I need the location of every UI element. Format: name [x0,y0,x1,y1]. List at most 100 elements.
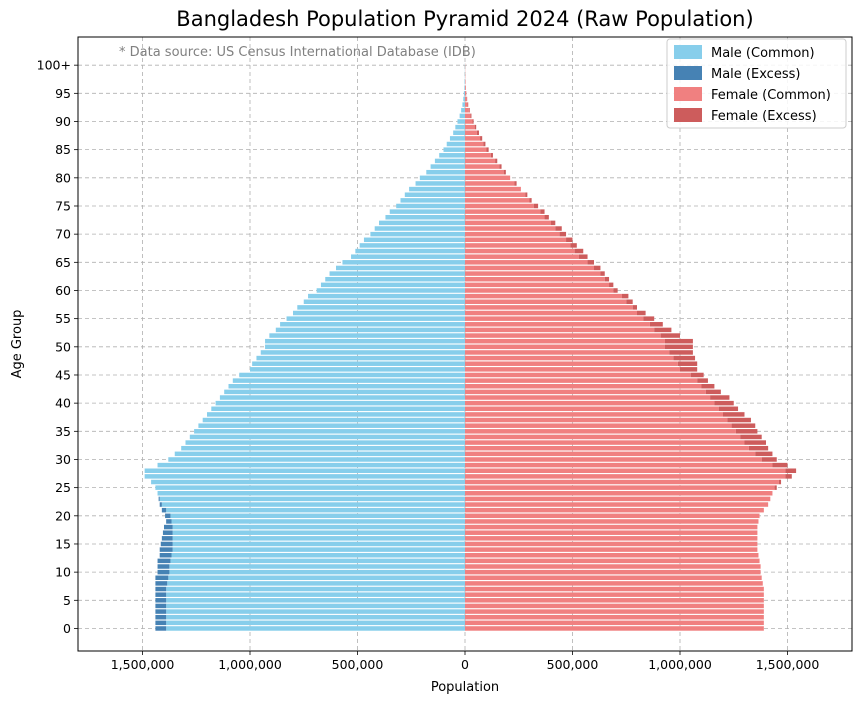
bar-male-excess [155,575,169,581]
bar-male-common [167,581,465,586]
bar-male-common [389,209,465,214]
bar-female-excess [544,215,549,220]
bar-female-common [465,96,467,102]
bar-male-common [168,457,466,462]
bar-female-common [465,147,487,152]
bar-male-common [202,417,465,423]
bar-female-excess [718,406,739,412]
bar-female-excess [673,355,696,361]
bar-female-excess [559,231,567,237]
bar-female-excess [774,485,777,490]
bar-male-common [166,598,465,603]
bar-male-excess [166,519,172,524]
bar-male-common [404,192,465,197]
bar-female-excess [600,271,605,276]
bar-female-excess [701,383,715,389]
y-tick-label: 20 [55,508,71,523]
bar-male-common [250,367,465,372]
bar-female-common [465,530,758,535]
bar-male-excess [155,620,167,626]
bar-female-excess [649,322,663,327]
bar-female-excess [476,130,479,136]
bar-female-common [465,254,579,259]
bar-male-common [400,198,465,203]
bar-female-common [465,547,758,552]
bar-female-common [465,85,466,90]
bar-female-common [465,598,764,603]
bar-female-excess [785,474,792,479]
bar-female-common [465,164,500,169]
bar-female-excess [664,338,693,344]
bar-female-common [465,496,771,502]
bar-male-common [174,451,465,457]
bar-female-common [465,586,764,592]
bar-male-common [351,254,465,259]
bar-male-excess [158,496,160,502]
bar-female-excess [677,361,698,366]
y-tick-label: 15 [55,536,71,551]
bar-male-excess [155,626,167,631]
bar-female-common [465,592,764,597]
bar-male-common [224,389,465,395]
chart-title: Bangladesh Population Pyramid 2024 (Raw … [176,7,753,31]
bar-male-excess [159,547,173,552]
bar-female-excess [503,169,506,175]
bar-female-common [465,186,521,192]
bar-female-common [465,215,545,220]
bar-female-common [465,237,567,243]
bar-female-excess [587,260,594,265]
bar-male-common [166,507,465,513]
y-tick-label: 90 [55,114,71,129]
bar-male-common [161,502,465,507]
bar-female-excess [468,107,470,113]
bar-female-common [465,248,575,254]
legend-label-male-excess: Male (Excess) [711,67,800,82]
bar-male-common [157,462,466,468]
bar-female-common [465,192,526,197]
bar-male-common [265,338,465,344]
bar-female-excess [664,344,693,350]
bar-male-common [379,220,465,226]
x-tick-label: 1,000,000 [648,657,712,672]
bar-female-common [465,243,571,248]
bar-male-common [434,158,465,164]
y-tick-label: 60 [55,283,71,298]
bar-male-common [219,395,465,400]
bar-male-common [171,552,465,558]
bar-female-excess [705,389,721,395]
bar-female-common [465,102,468,107]
bar-female-common [465,181,515,186]
bar-male-common [144,468,465,473]
bar-female-common [465,474,786,479]
bar-female-common [465,372,691,378]
bar-male-common [181,445,465,451]
bar-male-common [170,513,465,519]
bar-female-common [465,378,698,383]
bar-female-common [465,462,773,468]
x-tick-label: 0 [461,657,469,672]
x-tick-label: 500,000 [547,657,599,672]
bar-female-excess [755,451,773,457]
bar-female-common [465,124,475,130]
bar-female-common [465,361,678,366]
bar-male-common [336,265,465,271]
bar-male-common [457,119,465,124]
bar-male-common [215,400,465,406]
bar-male-excess [155,586,167,592]
bar-male-common [159,496,465,502]
bar-male-common [185,440,465,445]
bar-female-excess [643,316,655,321]
bar-male-common [211,406,465,412]
bar-female-common [465,575,762,581]
bar-female-common [465,316,644,321]
bar-female-excess [727,417,751,423]
bar-female-excess [731,423,756,428]
bar-male-common [172,524,465,530]
y-tick-label: 5 [63,593,71,608]
bar-male-excess [161,536,173,541]
bar-female-common [465,406,719,412]
bar-male-common [446,141,465,147]
bar-female-common [465,293,622,299]
x-axis: 1,500,000 1,000,000 500,000 0 500,000 1,000,0… [111,651,819,672]
bar-female-common [465,130,477,136]
